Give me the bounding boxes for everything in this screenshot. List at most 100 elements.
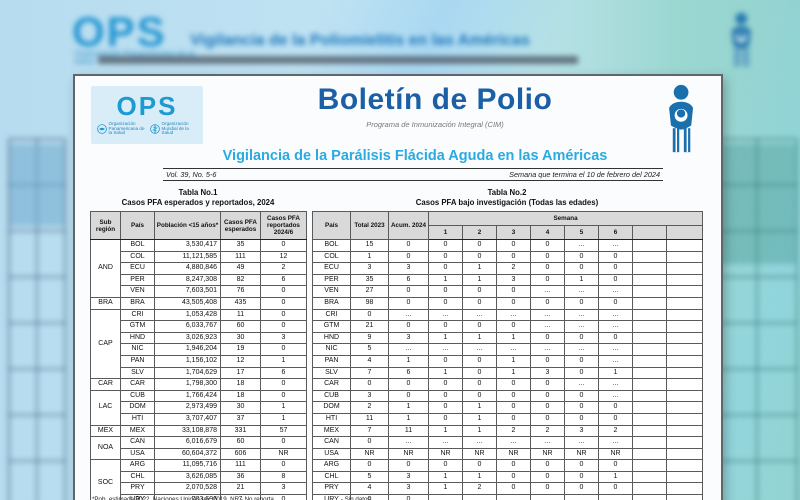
column-header: País [120, 211, 155, 240]
cell: … [388, 343, 429, 356]
cell: 0 [388, 459, 429, 472]
cell: 0 [462, 378, 497, 391]
cell: 11,121,585 [154, 250, 221, 264]
cell: 3 [388, 262, 429, 275]
cell: 0 [598, 273, 633, 287]
cell: 0 [260, 285, 307, 298]
cell: 0 [564, 470, 599, 484]
cell [665, 354, 704, 368]
cell: 3,626,085 [154, 470, 221, 484]
table-row: ARG 0 0 0 0 0 0 0 0 [312, 459, 704, 472]
cell: 0 [564, 331, 599, 345]
cell: BOL [312, 239, 351, 252]
cell: NR [428, 447, 463, 461]
cell: 30 [220, 331, 261, 345]
cell: COL [312, 250, 351, 264]
cell: 0 [530, 354, 565, 368]
table1-title-line2: Casos PFA esperados y reportados, 2024 [121, 197, 275, 207]
cell: 1 [564, 273, 599, 287]
cell: 5 [350, 470, 389, 484]
cell: 7 [350, 366, 389, 380]
cell: 0 [428, 459, 463, 472]
cell: 1 [496, 331, 531, 345]
cell: BRA [120, 296, 155, 310]
column-header: Casos PFA reportados 2024/6 [260, 211, 307, 240]
cell [632, 285, 667, 298]
cell: 0 [530, 470, 565, 484]
volume-week-bar: Vol. 39, No. 5-6 Semana que termina el 1… [163, 168, 663, 181]
cell: 0 [530, 378, 565, 391]
table1-footnote: *Pob. estimada 2022, Naciones Unidas rev… [92, 496, 274, 500]
table-row: CRI 0………………… [312, 308, 704, 322]
cell: 111 [220, 459, 261, 472]
cell: 0 [462, 459, 497, 472]
cell: 0 [496, 470, 531, 484]
cell: 1 [598, 366, 633, 380]
cell: 0 [350, 378, 389, 391]
table2-title-line2: Casos PFA bajo investigación (Todas las … [415, 197, 599, 207]
cell: 0 [428, 239, 463, 252]
cell: 4,880,846 [154, 262, 221, 275]
cell: 0 [496, 459, 531, 472]
cell: HTI [312, 412, 351, 426]
cell: … [598, 389, 633, 403]
cell: 2 [260, 262, 307, 275]
cell [632, 262, 667, 275]
cell: … [564, 494, 599, 500]
cell: CAR [120, 378, 155, 391]
cell: 0 [388, 296, 429, 310]
cell [632, 378, 667, 391]
page-subtitle: Programa de Inmunización Integral (CIM) [366, 120, 504, 129]
cell: PAN [312, 354, 351, 368]
cell: 0 [350, 436, 389, 449]
cell: 21 [350, 320, 389, 333]
cell [632, 401, 667, 414]
cell: 0 [462, 389, 497, 403]
cell: PRY [312, 482, 351, 496]
cell: … [564, 343, 599, 356]
table-row: BOL 15 0 0 0 0 0…… [312, 239, 704, 252]
column-header: País [312, 211, 351, 240]
cell: 1 [428, 482, 463, 496]
cell: … [564, 436, 599, 449]
cell: 12 [260, 250, 307, 264]
cell: 0 [598, 250, 633, 264]
cell: 1 [428, 424, 463, 438]
cell: 6 [260, 273, 307, 287]
cell: 33,108,878 [154, 424, 221, 438]
cell: … [530, 436, 565, 449]
cell [665, 343, 704, 356]
cell [632, 320, 667, 333]
table2-title-line1: Tabla No.2 [487, 188, 527, 197]
region-cell: CAR [90, 378, 121, 391]
week-column-header: 4 [530, 225, 565, 240]
cell: USA [312, 447, 351, 461]
cell: 3 [388, 482, 429, 496]
table2-body: BOL 15 0 0 0 0 0…… COL 1 0 0 0 0 0 0 0 ECU 3 3 0 1 2 0 0 0 PER 35 6… [312, 239, 704, 500]
cell: 0 [496, 412, 531, 426]
cell: 0 [564, 412, 599, 426]
table-row: VEN 27 0 0 0 0……… [312, 285, 704, 298]
cell: … [530, 308, 565, 322]
cell [665, 296, 704, 310]
cell [632, 412, 667, 426]
cell: 0 [260, 239, 307, 252]
cell: GTM [312, 320, 351, 333]
table2-footnote: … - Sin datos [333, 496, 371, 500]
cell: HND [120, 331, 155, 345]
cell: 0 [530, 401, 565, 414]
region-cell: LAC [90, 389, 121, 426]
cell: … [598, 494, 633, 500]
table-row: CAP CRI 1,053,428 11 0 [90, 308, 307, 380]
table-row: PAN 1,156,102 12 1 [91, 354, 307, 368]
cell: 11 [350, 412, 389, 426]
cell: 4 [350, 354, 389, 368]
cell: 0 [462, 285, 497, 298]
cell [665, 424, 704, 438]
cell: 1 [260, 354, 307, 368]
table-row: CHL 3,626,085 36 8 [91, 470, 307, 484]
column-header: Total 2023 [350, 211, 389, 240]
cell [632, 470, 667, 484]
table-row: PER 8,247,308 82 6 [91, 273, 307, 287]
cell: … [388, 308, 429, 322]
